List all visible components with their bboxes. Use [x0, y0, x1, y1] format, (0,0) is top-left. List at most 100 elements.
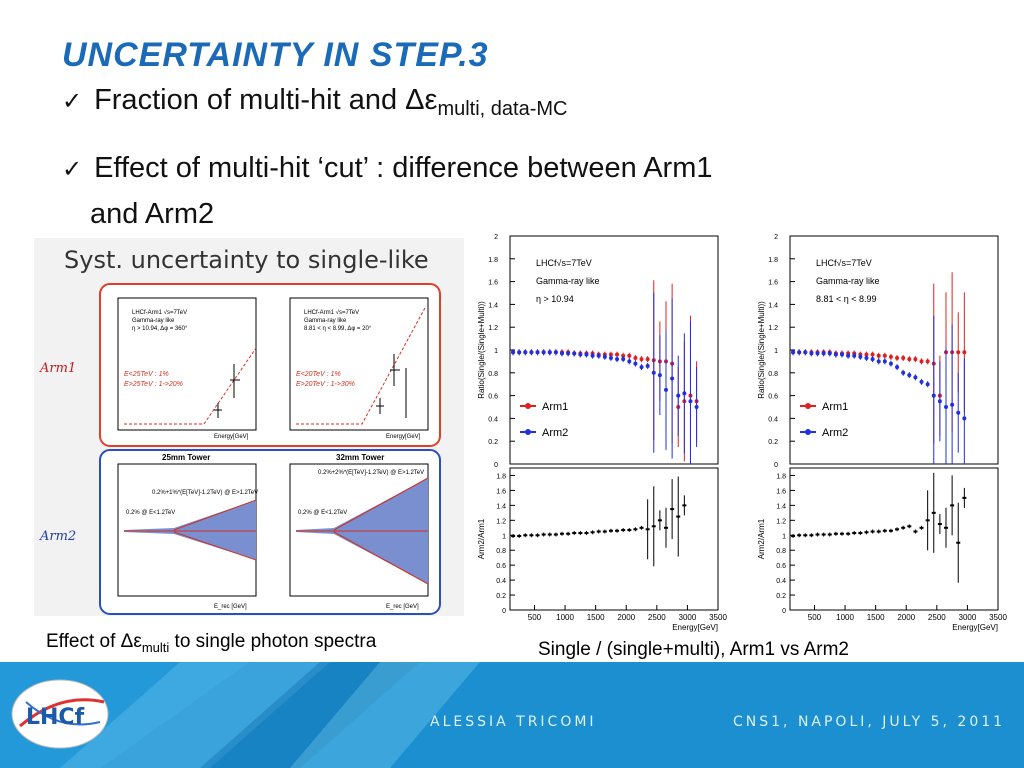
data-point [797, 534, 802, 537]
data-point [840, 352, 844, 357]
data-point [901, 526, 906, 529]
y-tick-label: 0 [774, 462, 778, 469]
data-point [931, 511, 936, 514]
x-axis-label: Energy[GeV] [672, 623, 718, 632]
data-point [864, 531, 869, 534]
data-point [895, 355, 900, 360]
y-tick-label: 0.2 [776, 593, 786, 600]
data-point [962, 496, 967, 499]
footer-conference: CNS1, NAPOLI, JULY 5, 2011 [733, 714, 1006, 730]
data-point [633, 361, 638, 366]
x-tick-label: 2000 [897, 613, 915, 622]
data-point [888, 529, 893, 532]
data-point [511, 350, 516, 355]
data-point [523, 534, 528, 537]
y-tick-label: 1.8 [496, 473, 506, 480]
data-point [809, 534, 814, 537]
data-point [566, 351, 571, 356]
note-line: E<20TeV : 1% [296, 371, 341, 378]
y-tick-label: 1.2 [488, 325, 498, 332]
lhcf-logo: LHCf [8, 672, 114, 752]
y-tick-label: 0.8 [496, 548, 506, 555]
data-point [956, 541, 961, 544]
arm1-plot-1: LHCf-Arm1 √s=7TeV Gamma-ray like η > 10.… [117, 297, 257, 440]
legend-line: Gamma-ray like [132, 318, 175, 324]
data-point [572, 532, 577, 535]
data-point [517, 350, 522, 355]
y-axis-label: Ratio(Single/(Single+Multi)) [757, 301, 766, 399]
data-point [925, 519, 930, 522]
x-axis-label: E_rec [GeV] [386, 604, 419, 610]
data-point [682, 391, 687, 396]
data-point [553, 533, 558, 536]
y-tick-label: 1.8 [488, 257, 498, 264]
y-tick-label: 1.4 [768, 302, 778, 309]
syst-uncertainty-figure: Syst. uncertainty to single-like Arm1 LH… [34, 238, 464, 616]
data-point [608, 529, 613, 532]
y-tick-label: 0.8 [768, 371, 778, 378]
legend-text: LHCf√s=7TeV [816, 258, 872, 268]
data-point [523, 350, 528, 355]
data-point [833, 532, 838, 535]
data-point [876, 359, 881, 364]
data-point [907, 373, 912, 378]
bullet-2: ✓ Effect of multi-hit ‘cut’ : difference… [62, 146, 713, 236]
data-point [907, 525, 912, 528]
data-point [560, 532, 564, 535]
right-caption: Single / (single+multi), Arm1 vs Arm2 [538, 639, 849, 660]
y-tick-label: 2 [774, 234, 778, 241]
data-point [840, 532, 844, 535]
x-tick-label: 1000 [836, 613, 854, 622]
slide-title: UNCERTAINTY IN STEP.3 [62, 36, 489, 74]
y-axis-label: Arm2/Arm1 [757, 518, 766, 559]
x-tick-label: 1000 [556, 613, 574, 622]
data-point [615, 352, 620, 357]
data-point [547, 350, 552, 355]
y-tick-label: 0 [502, 608, 506, 615]
note-line: 0.2% @ E<1.2TeV [298, 510, 347, 516]
y-tick-label: 0.8 [776, 548, 786, 555]
data-point [833, 352, 838, 357]
data-point [651, 370, 656, 375]
data-point [895, 528, 900, 531]
data-point [670, 376, 675, 381]
data-point [791, 350, 796, 355]
data-point [870, 357, 875, 362]
y-tick-label: 1 [502, 533, 506, 540]
y-tick-label: 0.4 [768, 416, 778, 423]
data-point [633, 355, 638, 360]
data-point [870, 352, 875, 357]
legend-line: LHCf-Arm1 √s=7TeV [304, 309, 359, 316]
data-point [657, 373, 662, 378]
data-point [602, 354, 607, 359]
data-point [950, 402, 955, 407]
data-point [517, 535, 522, 538]
y-tick-label: 1.6 [776, 488, 786, 495]
data-point [870, 530, 875, 533]
figure-header: Syst. uncertainty to single-like [64, 246, 429, 274]
x-tick-label: 2000 [617, 613, 635, 622]
data-point [852, 353, 857, 358]
data-point [925, 382, 930, 387]
y-tick-label: 2 [494, 234, 498, 241]
data-point [950, 504, 955, 507]
legend-marker [525, 403, 531, 409]
left-caption-rest: to single photon spectra [169, 631, 377, 652]
data-point [627, 353, 632, 358]
y-tick-label: 0.2 [488, 439, 498, 446]
bullet-1-text: Fraction of multi-hit and Δε [94, 84, 438, 116]
y-tick-label: 1.6 [496, 488, 506, 495]
note-line: 0.2%+1%*(E[TeV]-1.2TeV) @ E>1.2TeV [152, 490, 258, 496]
y-tick-label: 0.6 [776, 563, 786, 570]
data-point [621, 353, 626, 358]
checkmark-icon: ✓ [62, 156, 83, 183]
ratio-plots: 0 0.2 0.4 0.6 0.8 1 1.2 1.4 1.6 1.8 2 0 0.2 0.4 0.6 0.8… [477, 234, 1007, 632]
data-point [615, 357, 620, 362]
data-point [627, 359, 632, 364]
data-point [919, 379, 924, 384]
data-point [864, 352, 869, 357]
y-tick-label: 1.6 [768, 280, 778, 287]
data-point [645, 357, 650, 362]
data-point [821, 533, 826, 536]
logo-text: LHCf [26, 705, 85, 730]
